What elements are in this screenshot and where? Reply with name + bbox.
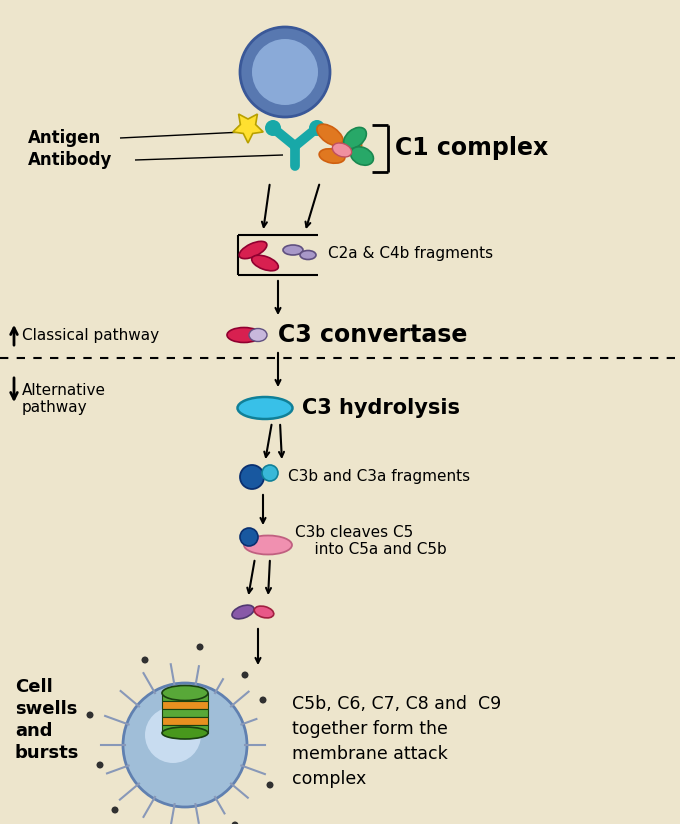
Ellipse shape (237, 397, 292, 419)
Text: C3b and C3a fragments: C3b and C3a fragments (288, 469, 470, 484)
Circle shape (240, 27, 330, 117)
Ellipse shape (227, 327, 261, 343)
Circle shape (145, 707, 201, 763)
Circle shape (86, 711, 94, 719)
Ellipse shape (162, 727, 208, 739)
Text: Cell
swells
and
bursts: Cell swells and bursts (15, 677, 80, 762)
Circle shape (197, 644, 203, 650)
Bar (162, 701, 208, 709)
Circle shape (123, 683, 247, 807)
Ellipse shape (254, 606, 274, 618)
Text: Antigen: Antigen (28, 129, 101, 147)
Ellipse shape (244, 536, 292, 555)
Text: C1 complex: C1 complex (395, 136, 548, 160)
Ellipse shape (317, 124, 343, 146)
Ellipse shape (239, 241, 267, 259)
Bar (162, 693, 208, 701)
Ellipse shape (333, 143, 352, 157)
Circle shape (265, 120, 281, 136)
Circle shape (240, 465, 264, 489)
Polygon shape (233, 114, 263, 143)
Ellipse shape (252, 255, 278, 271)
Text: C3 hydrolysis: C3 hydrolysis (302, 398, 460, 418)
Circle shape (309, 120, 325, 136)
Text: Antibody: Antibody (28, 151, 112, 169)
Ellipse shape (162, 686, 208, 700)
Circle shape (231, 822, 239, 824)
Circle shape (141, 657, 148, 663)
Ellipse shape (351, 147, 373, 166)
Ellipse shape (283, 245, 303, 255)
Circle shape (97, 761, 103, 769)
Text: C5b, C6, C7, C8 and  C9
together form the
membrane attack
complex: C5b, C6, C7, C8 and C9 together form the… (292, 695, 501, 788)
Circle shape (112, 807, 118, 813)
Circle shape (262, 465, 278, 481)
Ellipse shape (300, 250, 316, 260)
Bar (162, 725, 208, 733)
Text: Alternative
pathway: Alternative pathway (22, 383, 106, 415)
Text: Classical pathway: Classical pathway (22, 327, 159, 343)
Ellipse shape (249, 329, 267, 341)
Text: C2a & C4b fragments: C2a & C4b fragments (328, 246, 493, 260)
Circle shape (252, 39, 318, 105)
Ellipse shape (319, 149, 345, 163)
Ellipse shape (232, 605, 254, 619)
Text: C3 convertase: C3 convertase (278, 323, 467, 347)
Bar (162, 709, 208, 717)
Text: C3b cleaves C5
    into C5a and C5b: C3b cleaves C5 into C5a and C5b (295, 525, 447, 557)
Circle shape (240, 528, 258, 546)
Bar (162, 717, 208, 725)
Ellipse shape (335, 140, 362, 156)
Circle shape (241, 672, 248, 678)
Circle shape (267, 781, 273, 789)
Ellipse shape (343, 128, 367, 148)
Circle shape (260, 696, 267, 704)
